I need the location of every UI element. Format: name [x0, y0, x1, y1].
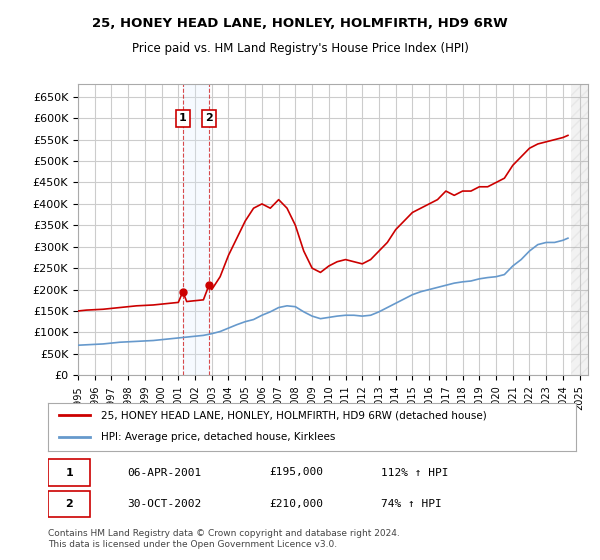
Text: 30-OCT-2002: 30-OCT-2002 [127, 499, 202, 509]
Text: Contains HM Land Registry data © Crown copyright and database right 2024.
This d: Contains HM Land Registry data © Crown c… [48, 529, 400, 549]
Text: 06-APR-2001: 06-APR-2001 [127, 468, 202, 478]
Text: £195,000: £195,000 [270, 468, 324, 478]
Text: 112% ↑ HPI: 112% ↑ HPI [380, 468, 448, 478]
Text: 25, HONEY HEAD LANE, HONLEY, HOLMFIRTH, HD9 6RW (detached house): 25, HONEY HEAD LANE, HONLEY, HOLMFIRTH, … [101, 410, 487, 420]
Text: 74% ↑ HPI: 74% ↑ HPI [380, 499, 442, 509]
Text: 25, HONEY HEAD LANE, HONLEY, HOLMFIRTH, HD9 6RW: 25, HONEY HEAD LANE, HONLEY, HOLMFIRTH, … [92, 17, 508, 30]
Text: 2: 2 [65, 499, 73, 509]
Bar [183, 84, 209, 375]
Text: HPI: Average price, detached house, Kirklees: HPI: Average price, detached house, Kirk… [101, 432, 335, 442]
Text: 1: 1 [179, 113, 187, 123]
Text: £210,000: £210,000 [270, 499, 324, 509]
FancyBboxPatch shape [48, 491, 90, 517]
FancyBboxPatch shape [48, 459, 90, 486]
Text: Price paid vs. HM Land Registry's House Price Index (HPI): Price paid vs. HM Land Registry's House … [131, 42, 469, 55]
Text: 1: 1 [65, 468, 73, 478]
Text: 2: 2 [205, 113, 213, 123]
Bar [571, 84, 588, 375]
